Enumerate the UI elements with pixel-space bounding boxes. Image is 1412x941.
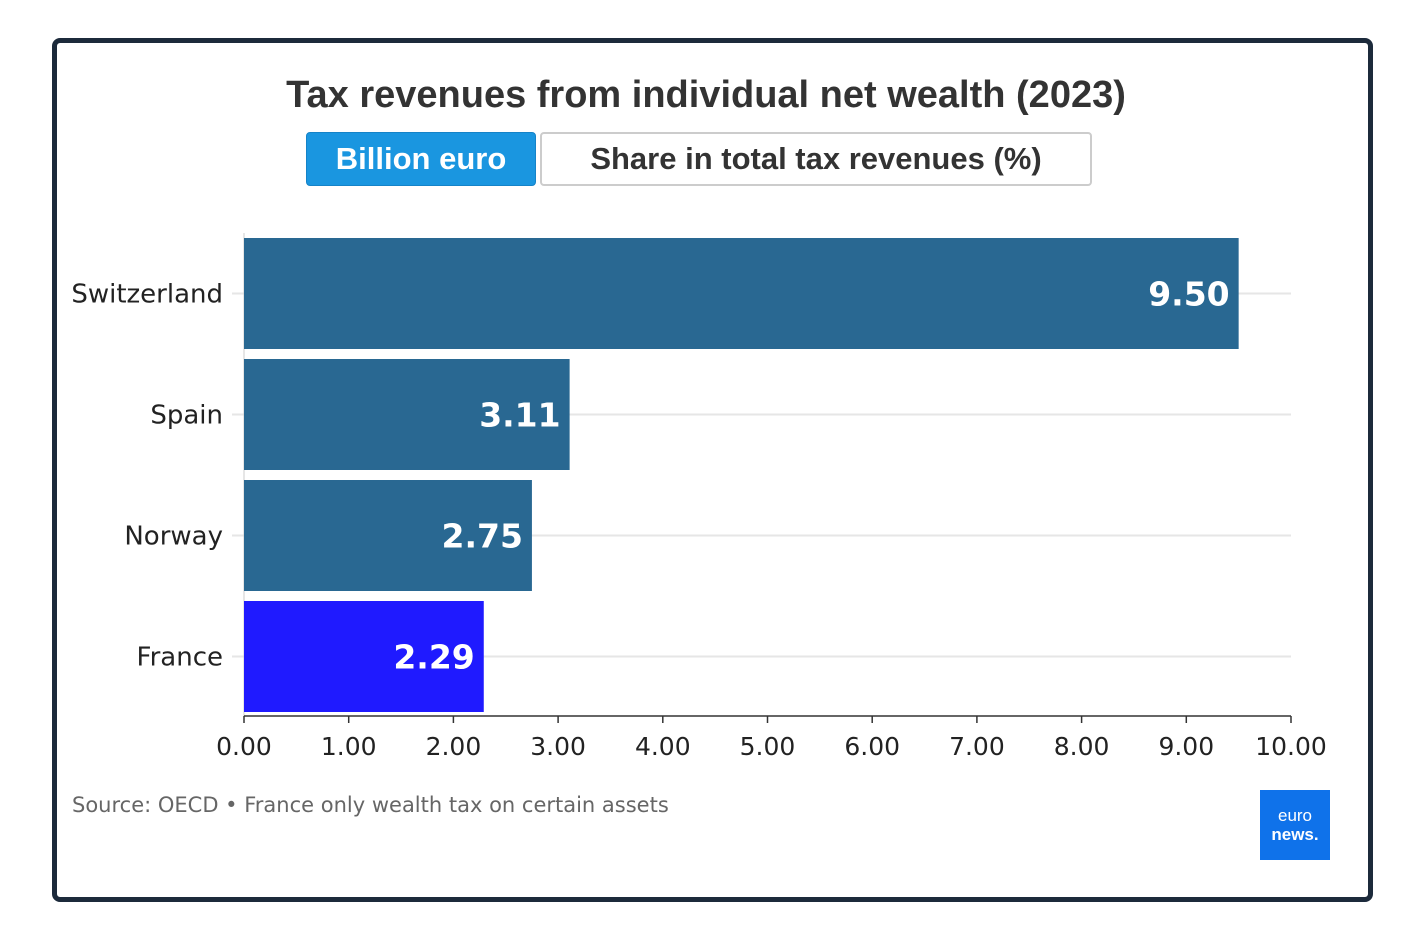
euronews-logo: euro news. [1260, 790, 1330, 860]
data-label: 2.75 [442, 517, 523, 556]
chart-title: Tax revenues from individual net wealth … [286, 74, 1126, 116]
x-tick-label: 9.00 [1158, 732, 1214, 761]
toggle-share-percent[interactable]: Share in total tax revenues (%) [540, 132, 1092, 186]
x-tick-label: 8.00 [1054, 732, 1110, 761]
bar-france [244, 601, 484, 712]
category-label: Spain [150, 401, 223, 431]
bar-spain [244, 359, 570, 470]
toggle-billion-euro[interactable]: Billion euro [306, 132, 536, 186]
category-label: France [137, 643, 223, 673]
x-tick-label: 3.00 [530, 732, 586, 761]
x-tick-label: 2.00 [426, 732, 482, 761]
bar-switzerland [244, 238, 1239, 349]
category-label: Norway [124, 522, 223, 552]
x-tick-label: 10.00 [1255, 732, 1327, 761]
x-tick-label: 4.00 [635, 732, 691, 761]
x-tick-label: 5.00 [740, 732, 796, 761]
x-tick-label: 1.00 [321, 732, 377, 761]
x-tick-label: 0.00 [216, 732, 272, 761]
x-tick-label: 6.00 [844, 732, 900, 761]
x-tick-label: 7.00 [949, 732, 1005, 761]
bar-norway [244, 480, 532, 591]
logo-line2: news. [1271, 825, 1319, 844]
data-label: 9.50 [1148, 275, 1229, 314]
data-label: 2.29 [393, 638, 474, 677]
logo-line1: euro [1277, 806, 1313, 825]
data-label: 3.11 [479, 396, 560, 435]
category-label: Switzerland [71, 280, 223, 310]
source-note: Source: OECD • France only wealth tax on… [72, 793, 669, 817]
